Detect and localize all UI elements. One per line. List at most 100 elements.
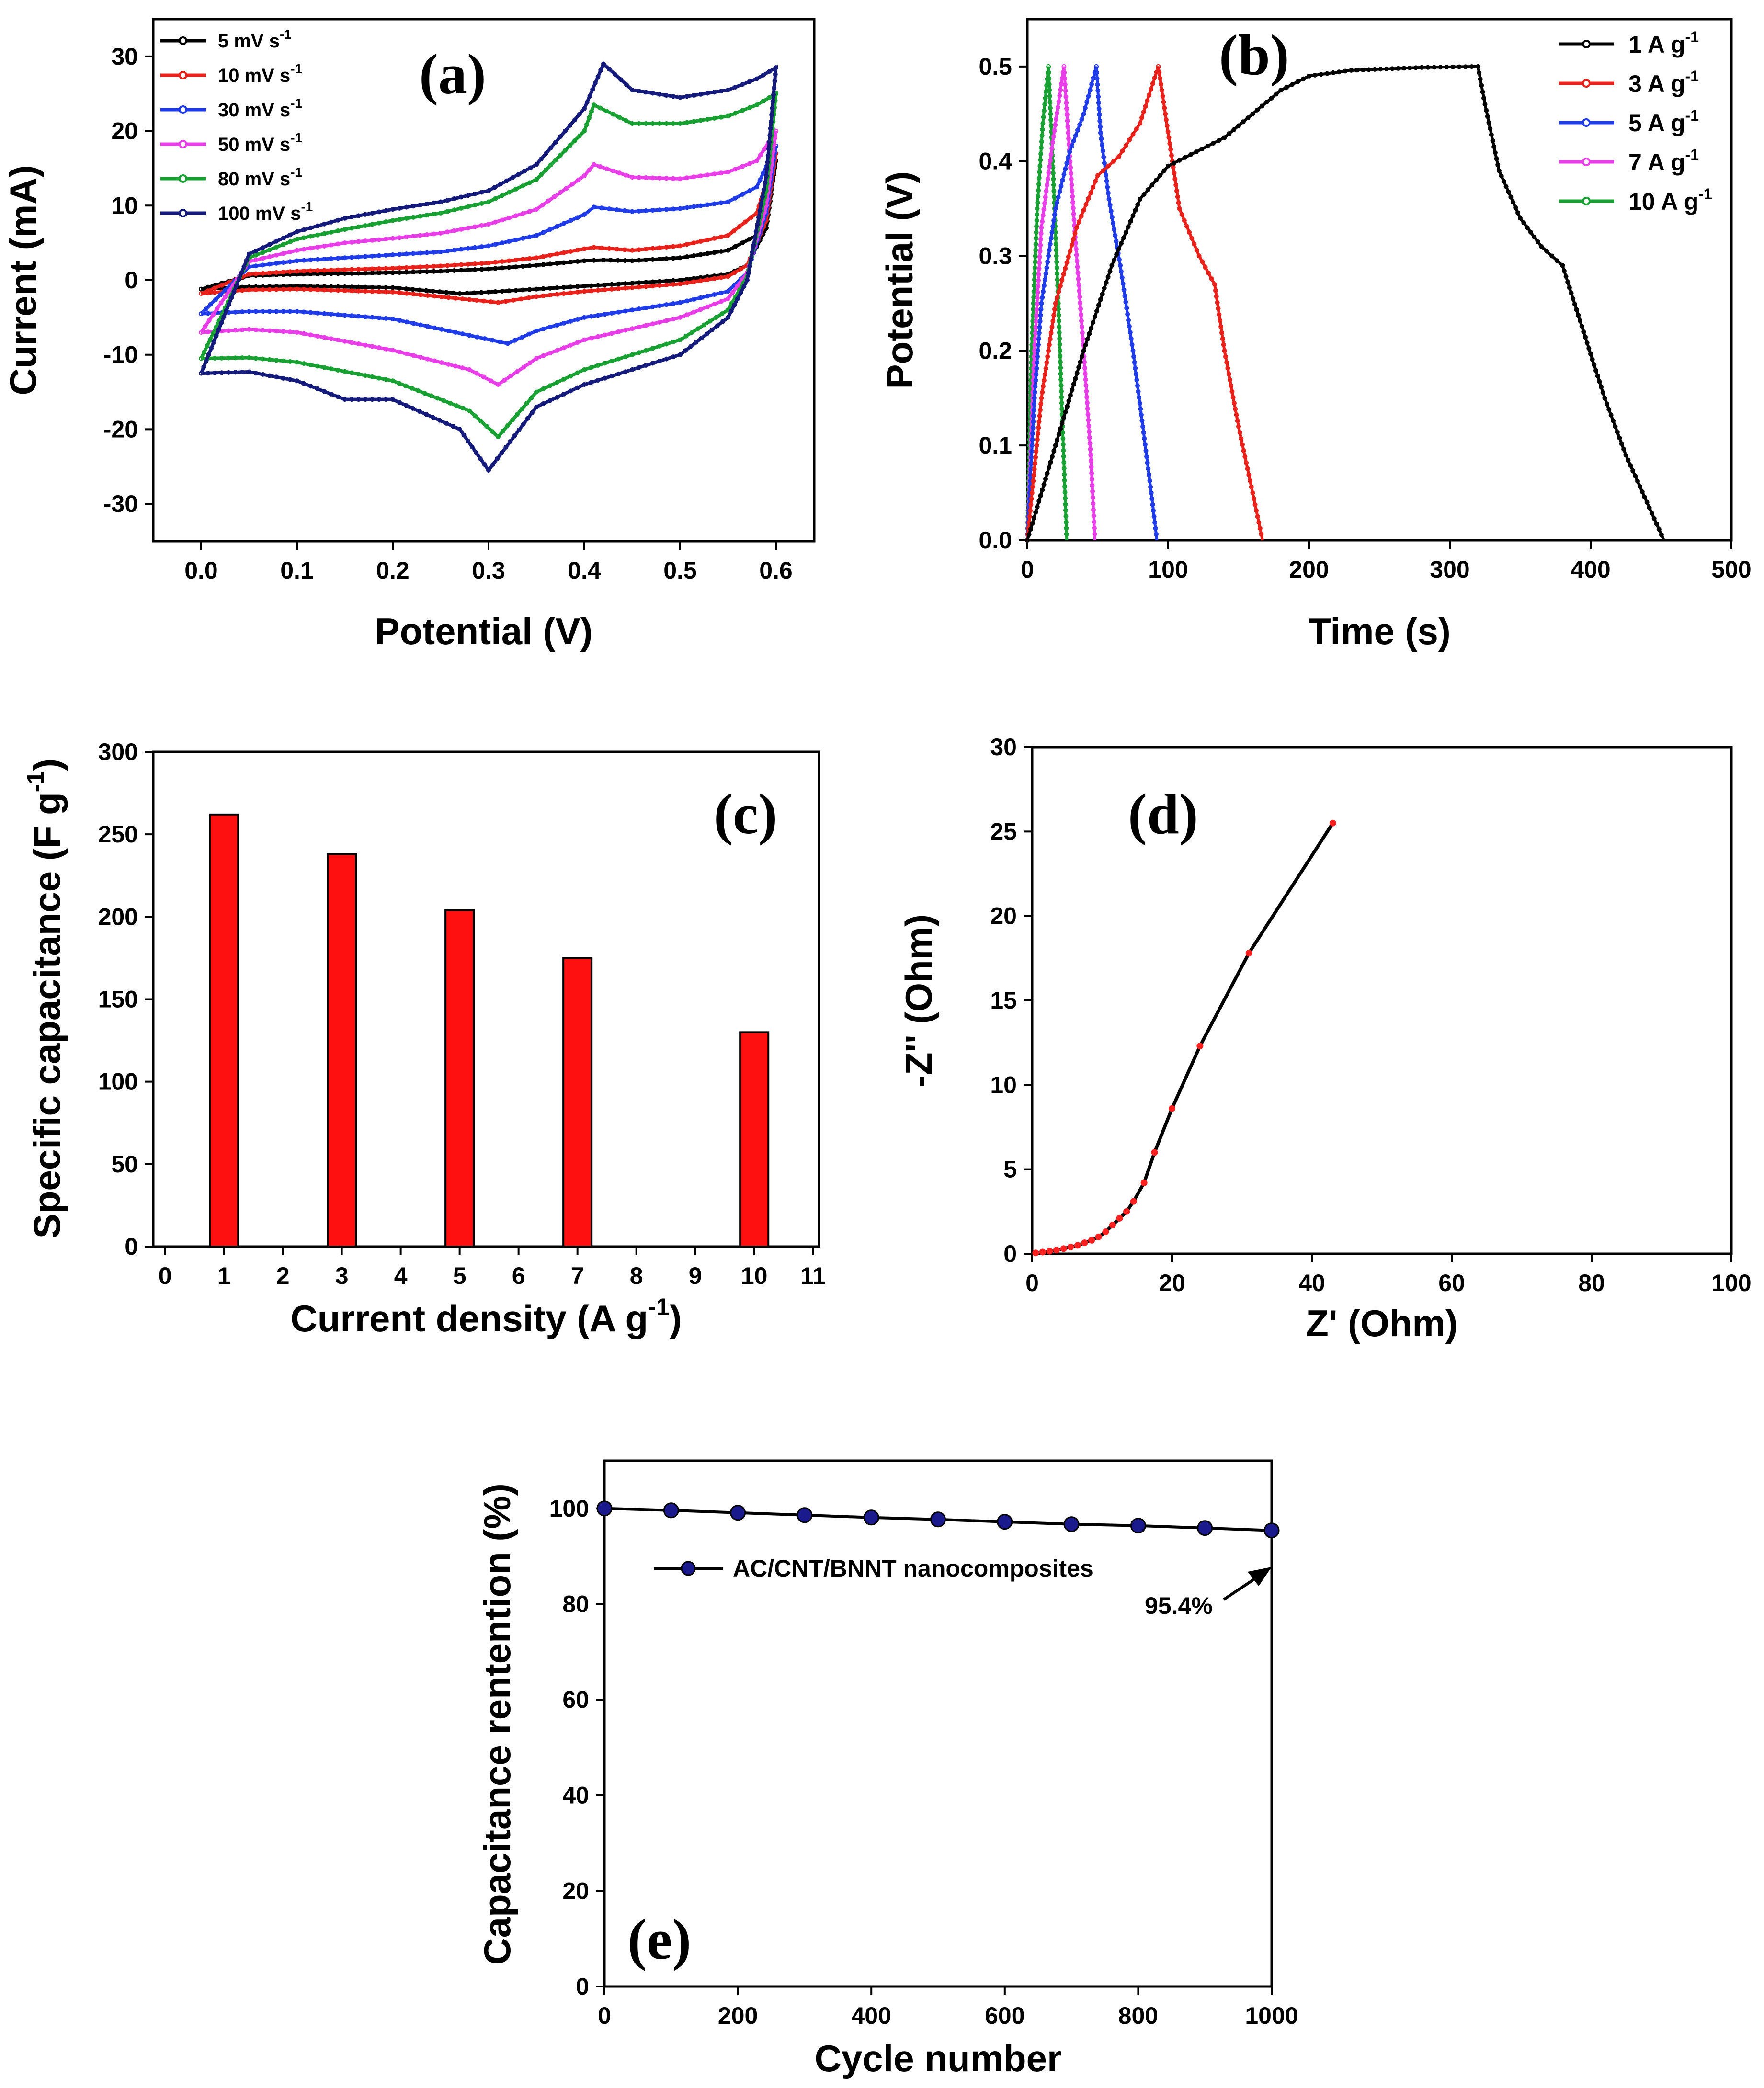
gcd-curve-2-marker: [1114, 238, 1119, 244]
cv-curve-1-marker: [500, 259, 505, 264]
gcd-curve-1-marker: [1220, 336, 1225, 341]
cv-curve-0-marker: [437, 289, 442, 295]
cv-curve-5-marker: [241, 264, 247, 269]
gcd-curve-0-marker: [1133, 207, 1138, 213]
gcd-curve-1-marker: [1139, 115, 1145, 120]
gcd-curve-0-marker: [1475, 64, 1480, 69]
gcd-curve-4-marker: [1063, 514, 1069, 519]
cv-curve-4-marker: [390, 218, 395, 223]
gcd-curve-0-marker: [1199, 147, 1205, 152]
gcd-curve-3-marker: [1045, 176, 1050, 182]
bar-3: [327, 853, 357, 1248]
gcd-curve-0-marker: [1033, 510, 1038, 515]
cv-curve-2-marker: [349, 255, 354, 260]
gcd-curve-2-marker: [1081, 111, 1086, 116]
cv-curve-4-marker: [714, 315, 718, 320]
cv-curve-3-marker: [301, 331, 307, 336]
cv-curve-2-marker: [274, 309, 279, 314]
cv-curve-2-marker: [520, 236, 525, 241]
gcd-curve-3-marker: [1089, 471, 1094, 476]
cv-curve-2-marker: [356, 314, 361, 319]
cv-curve-5-marker: [770, 99, 775, 104]
gcd-curve-2-marker: [1111, 221, 1116, 226]
nyquist-point: [1081, 1239, 1088, 1247]
cv-curve-0-marker: [547, 261, 553, 267]
cv-curve-3-marker: [718, 170, 724, 176]
cv-curve-0-marker: [657, 256, 662, 261]
cv-curve-3-marker: [356, 341, 361, 347]
cv-curve-5-marker: [376, 209, 382, 215]
cv-curve-3-marker: [735, 283, 740, 288]
gcd-curve-0-marker: [1576, 313, 1581, 318]
cv-curve-3-marker: [576, 177, 581, 182]
gcd-curve-0-marker: [1183, 155, 1188, 160]
cv-curve-5-marker: [492, 185, 497, 190]
gcd-curve-3-marker: [1075, 264, 1080, 270]
cv-curve-1-marker: [698, 239, 703, 244]
gcd-curve-3-marker: [1064, 100, 1069, 105]
cv-curve-5-marker: [582, 106, 587, 111]
gcd-curve-4-marker: [1047, 88, 1052, 93]
gcd-curve-4-marker: [1041, 108, 1047, 113]
y-tick-label: 250: [98, 821, 138, 848]
cv-curve-2-marker: [512, 338, 517, 343]
cv-curve-5-marker: [750, 250, 755, 255]
gcd-curve-4-marker: [1036, 176, 1042, 181]
cv-curve-0-marker: [458, 268, 464, 273]
gcd-curve-3-marker: [1057, 93, 1062, 98]
cv-curve-2-marker: [370, 253, 375, 259]
gcd-curve-2-marker: [1149, 490, 1154, 496]
cv-curve-3-marker: [474, 371, 479, 376]
cv-curve-3-marker: [349, 239, 354, 245]
cv-curve-3-marker: [397, 235, 402, 240]
cv-curve-1-marker: [561, 291, 567, 296]
legend-marker: [179, 36, 187, 45]
gcd-curve-4-marker: [1047, 105, 1053, 111]
cv-curve-2-marker: [657, 303, 662, 308]
cv-curve-2-marker: [322, 256, 327, 261]
gcd-curve-2-marker: [1120, 281, 1126, 286]
gcd-curve-0-marker: [1366, 67, 1371, 72]
gcd-curve-0-marker: [1642, 494, 1647, 499]
gcd-curve-4-marker: [1038, 145, 1044, 150]
y-tick-label: 150: [98, 986, 138, 1013]
cv-curve-2-marker: [747, 188, 752, 193]
cv-curve-0-marker: [527, 263, 532, 268]
cv-curve-4-marker: [553, 158, 558, 163]
gcd-curve-4-marker: [1058, 365, 1063, 371]
gcd-curve-2-marker: [1036, 336, 1041, 341]
cv-curve-5-marker: [236, 276, 241, 282]
cv-curve-3-marker: [515, 369, 520, 374]
gcd-curve-1-marker: [1172, 170, 1177, 176]
gcd-curve-0-marker: [1595, 374, 1600, 379]
gcd-curve-0-marker: [1590, 357, 1595, 362]
cv-curve-1-marker: [466, 261, 471, 267]
cv-curve-2-marker: [602, 312, 607, 317]
gcd-curve-3-marker: [1076, 282, 1081, 287]
cv-curve-2-marker: [322, 311, 327, 316]
cv-curve-0-marker: [630, 281, 635, 286]
gcd-curve-0-marker: [1525, 225, 1530, 230]
gcd-curve-4-marker: [1061, 448, 1066, 453]
cv-curve-3-marker: [424, 232, 430, 238]
cv-curve-2-marker: [691, 204, 696, 209]
cv-curve-4-marker: [534, 177, 539, 182]
gcd-curve-2-marker: [1036, 342, 1041, 347]
cv-curve-4-marker: [520, 406, 524, 411]
cv-curve-5-marker: [637, 89, 642, 94]
cv-curve-3-marker: [418, 355, 423, 360]
cv-curve-4-marker: [202, 350, 207, 355]
gcd-curve-2-marker: [1057, 189, 1062, 194]
cv-curve-2-marker: [482, 336, 487, 341]
gcd-curve-4-marker: [1063, 496, 1068, 501]
cv-curve-5-marker: [329, 219, 334, 225]
gcd-curve-0-marker: [1484, 108, 1489, 113]
gcd-curve-1-marker: [1161, 100, 1166, 105]
cv-curve-1-marker: [575, 248, 580, 253]
gcd-curve-2-marker: [1124, 306, 1129, 311]
cv-curve-4-marker: [587, 115, 592, 121]
cv-curve-4-marker: [609, 359, 615, 364]
cv-curve-4-marker: [575, 370, 580, 375]
cv-curve-2-marker: [349, 313, 354, 318]
gcd-curve-0-marker: [1486, 120, 1491, 125]
